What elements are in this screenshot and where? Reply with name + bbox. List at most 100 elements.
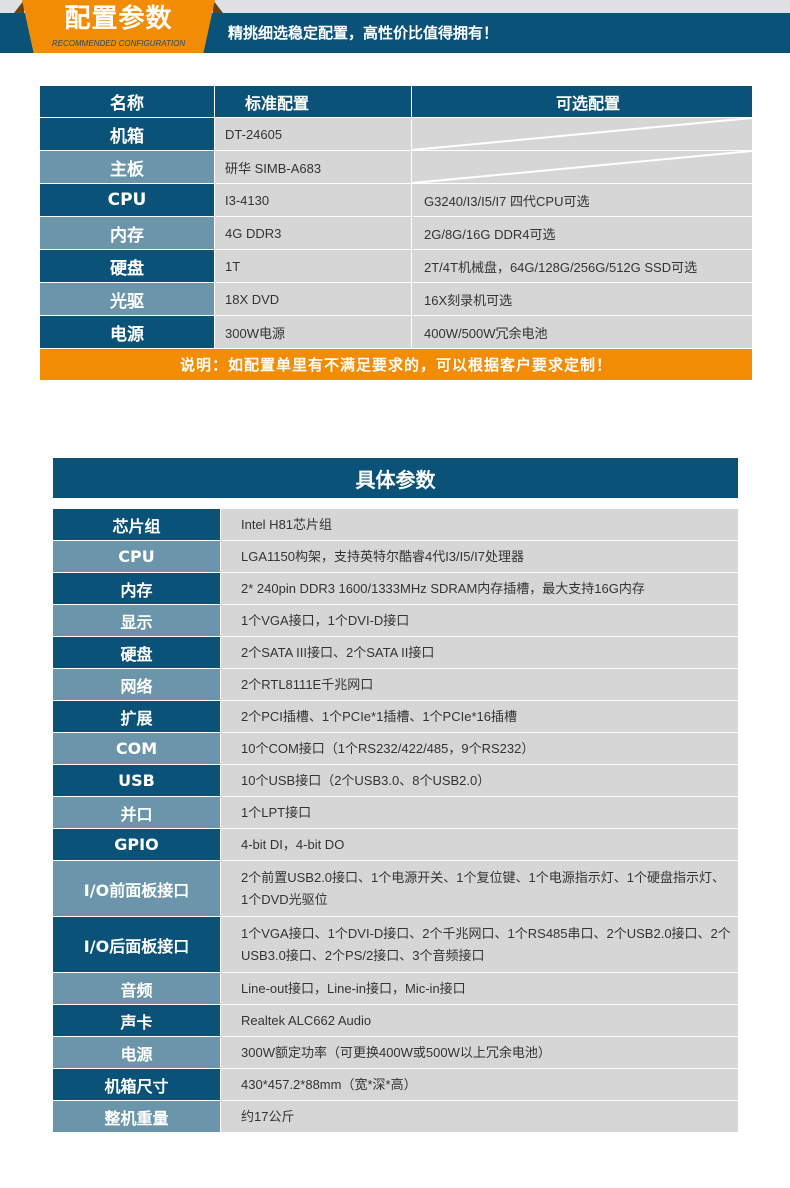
config-optional-text: 2G/8G/16G DDR4可选 — [424, 226, 556, 242]
spec-label: USB — [53, 765, 221, 796]
spec-row: 声卡 Realtek ALC662 Audio — [53, 1005, 738, 1037]
spec-value: 10个USB接口（2个USB3.0、8个USB2.0） — [221, 765, 738, 796]
config-header-row: 名称 标准配置 可选配置 — [40, 86, 752, 118]
spec-label: 机箱尺寸 — [53, 1069, 221, 1100]
config-optional: G3240/I3/I5/I7 四代CPU可选 — [412, 184, 752, 216]
config-optional-text: 2T/4T机械盘，64G/128G/256G/512G SSD可选 — [424, 259, 698, 275]
spec-row: USB 10个USB接口（2个USB3.0、8个USB2.0） — [53, 765, 738, 797]
spec-label: COM — [53, 733, 221, 764]
config-optional-text: 16X刻录机可选 — [424, 292, 513, 308]
spec-value: 300W额定功率（可更换400W或500W以上冗余电池） — [221, 1037, 738, 1068]
config-standard: 300W电源 — [215, 316, 412, 348]
spec-label: 内存 — [53, 573, 221, 604]
config-optional — [412, 151, 752, 183]
spec-value: LGA1150构架，支持英特尔酷睿4代I3/I5/I7处理器 — [221, 541, 738, 572]
empty-cell-diagonal — [412, 118, 752, 150]
spec-row: 音频 Line-out接口，Line-in接口，Mic-in接口 — [53, 973, 738, 1005]
spec-row: 网络 2个RTL8111E千兆网口 — [53, 669, 738, 701]
config-name: 主板 — [40, 151, 215, 183]
spec-value: Intel H81芯片组 — [221, 509, 738, 540]
spec-row: 内存 2* 240pin DDR3 1600/1333MHz SDRAM内存插槽… — [53, 573, 738, 605]
config-optional: 16X刻录机可选 — [412, 283, 752, 315]
config-optional-text: 400W/500W冗余电池 — [424, 325, 548, 341]
header-name: 名称 — [40, 86, 215, 117]
spec-label: 整机重量 — [53, 1101, 221, 1132]
spec-table: 芯片组 Intel H81芯片组 CPU LGA1150构架，支持英特尔酷睿4代I… — [53, 509, 738, 1133]
spec-label: 硬盘 — [53, 637, 221, 668]
config-row: 电源 300W电源 400W/500W冗余电池 — [40, 316, 752, 349]
config-standard: DT-24605 — [215, 118, 412, 150]
spec-label: I/O前面板接口 — [53, 861, 221, 916]
config-standard: 研华 SIMB-A683 — [215, 151, 412, 183]
banner-tab-fold-left — [14, 0, 24, 13]
spec-row: GPIO 4-bit DI，4-bit DO — [53, 829, 738, 861]
config-optional: 2G/8G/16G DDR4可选 — [412, 217, 752, 249]
spec-label: 音频 — [53, 973, 221, 1004]
config-optional: 2T/4T机械盘，64G/128G/256G/512G SSD可选 — [412, 250, 752, 282]
config-optional-text: G3240/I3/I5/I7 四代CPU可选 — [424, 193, 590, 209]
spec-label: 声卡 — [53, 1005, 221, 1036]
config-standard: I3-4130 — [215, 184, 412, 216]
spec-label: 电源 — [53, 1037, 221, 1068]
spec-label: 并口 — [53, 797, 221, 828]
spec-title: 具体参数 — [53, 458, 738, 498]
config-row: 硬盘 1T 2T/4T机械盘，64G/128G/256G/512G SSD可选 — [40, 250, 752, 283]
spec-value: Line-out接口，Line-in接口，Mic-in接口 — [221, 973, 738, 1004]
config-name: 内存 — [40, 217, 215, 249]
banner-tab — [22, 0, 215, 53]
config-name: 电源 — [40, 316, 215, 348]
spec-row: 硬盘 2个SATA III接口、2个SATA II接口 — [53, 637, 738, 669]
spec-value: 2个PCI插槽、1个PCIe*1插槽、1个PCIe*16插槽 — [221, 701, 738, 732]
spec-row: COM 10个COM接口（1个RS232/422/485，9个RS232） — [53, 733, 738, 765]
config-standard: 4G DDR3 — [215, 217, 412, 249]
config-standard: 1T — [215, 250, 412, 282]
spec-label: CPU — [53, 541, 221, 572]
spec-label: I/O后面板接口 — [53, 917, 221, 972]
spec-row: 整机重量 约17公斤 — [53, 1101, 738, 1133]
spec-value: 2个RTL8111E千兆网口 — [221, 669, 738, 700]
banner-slogan: 精挑细选稳定配置，高性价比值得拥有！ — [228, 24, 499, 42]
spec-row: 扩展 2个PCI插槽、1个PCIe*1插槽、1个PCIe*16插槽 — [53, 701, 738, 733]
config-note: 说明：如配置单里有不满足要求的，可以根据客户要求定制！ — [40, 349, 752, 380]
config-row: CPU I3-4130 G3240/I3/I5/I7 四代CPU可选 — [40, 184, 752, 217]
spec-row: I/O后面板接口 1个VGA接口、1个DVI-D接口、2个千兆网口、1个RS48… — [53, 917, 738, 973]
spec-label: 网络 — [53, 669, 221, 700]
spec-label: 芯片组 — [53, 509, 221, 540]
spec-label: GPIO — [53, 829, 221, 860]
spec-value: 2个SATA III接口、2个SATA II接口 — [221, 637, 738, 668]
banner-title: 配置参数 — [64, 4, 173, 34]
banner-tab-fold-right — [213, 0, 223, 13]
config-standard: 18X DVD — [215, 283, 412, 315]
header-standard: 标准配置 — [215, 86, 412, 117]
spec-value: 2* 240pin DDR3 1600/1333MHz SDRAM内存插槽，最大… — [221, 573, 738, 604]
spec-value: 约17公斤 — [221, 1101, 738, 1132]
spec-row: CPU LGA1150构架，支持英特尔酷睿4代I3/I5/I7处理器 — [53, 541, 738, 573]
spec-value: 1个LPT接口 — [221, 797, 738, 828]
config-row: 内存 4G DDR3 2G/8G/16G DDR4可选 — [40, 217, 752, 250]
banner-subtitle: RECOMMENDED CONFIGURATION — [51, 39, 186, 48]
spec-label: 扩展 — [53, 701, 221, 732]
spec-label: 显示 — [53, 605, 221, 636]
spec-value: 1个VGA接口，1个DVI-D接口 — [221, 605, 738, 636]
spec-value: 2个前置USB2.0接口、1个电源开关、1个复位键、1个电源指示灯、1个硬盘指示… — [221, 861, 738, 916]
spec-row: 显示 1个VGA接口，1个DVI-D接口 — [53, 605, 738, 637]
spec-value: 1个VGA接口、1个DVI-D接口、2个千兆网口、1个RS485串口、2个USB… — [221, 917, 738, 972]
config-table: 名称 标准配置 可选配置 机箱 DT-24605 主板 研华 SIMB-A683… — [40, 86, 752, 380]
config-name: 硬盘 — [40, 250, 215, 282]
config-name: CPU — [40, 184, 215, 216]
spec-value: 4-bit DI，4-bit DO — [221, 829, 738, 860]
empty-cell-diagonal — [412, 151, 752, 183]
spec-row: 并口 1个LPT接口 — [53, 797, 738, 829]
config-row: 机箱 DT-24605 — [40, 118, 752, 151]
spec-value: 10个COM接口（1个RS232/422/485，9个RS232） — [221, 733, 738, 764]
config-optional: 400W/500W冗余电池 — [412, 316, 752, 348]
spec-row: 机箱尺寸 430*457.2*88mm（宽*深*高） — [53, 1069, 738, 1101]
spec-row: 电源 300W额定功率（可更换400W或500W以上冗余电池） — [53, 1037, 738, 1069]
config-row: 主板 研华 SIMB-A683 — [40, 151, 752, 184]
config-name: 光驱 — [40, 283, 215, 315]
config-name: 机箱 — [40, 118, 215, 150]
spec-row: 芯片组 Intel H81芯片组 — [53, 509, 738, 541]
spec-value: Realtek ALC662 Audio — [221, 1005, 738, 1036]
config-optional — [412, 118, 752, 150]
spec-row: I/O前面板接口 2个前置USB2.0接口、1个电源开关、1个复位键、1个电源指… — [53, 861, 738, 917]
